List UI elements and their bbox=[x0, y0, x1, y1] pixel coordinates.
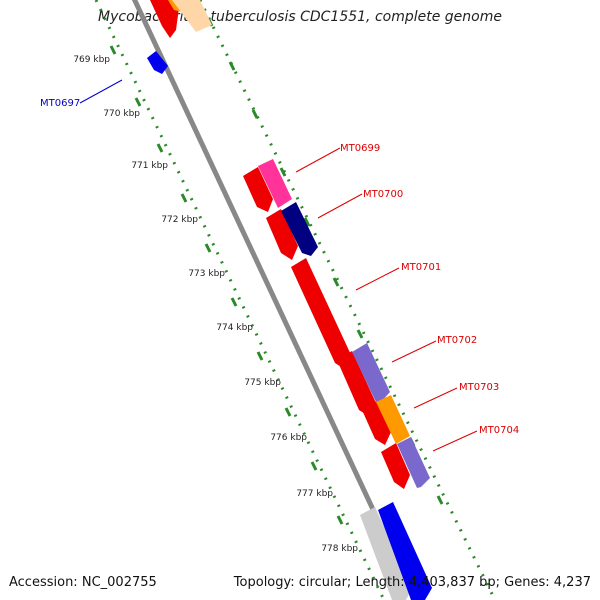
gene-arrow-3 bbox=[337, 351, 376, 417]
genome-stats: Topology: circular; Length: 4,403,837 bp… bbox=[233, 575, 591, 590]
scale-labels: 769 kbp 770 kbp 771 kbp 772 kbp 773 kbp … bbox=[73, 55, 358, 554]
gene-arrow-blue-bottom bbox=[378, 502, 432, 600]
scale-label: 772 kbp bbox=[161, 215, 198, 225]
scale-label: 776 kbp bbox=[270, 433, 307, 443]
gene-arrow-mt0703 bbox=[376, 395, 410, 444]
scale-label: 777 kbp bbox=[296, 489, 333, 499]
accession-info: Accession: NC_002755 bbox=[9, 575, 157, 590]
gene-arrow-5 bbox=[381, 443, 410, 489]
topology-value: circular bbox=[298, 575, 347, 590]
gene-label-mt0701[interactable]: MT0701 bbox=[401, 262, 441, 273]
gene-arrow-top-peach bbox=[172, 0, 212, 32]
genes-value: 4,237 bbox=[553, 575, 591, 590]
accession-label: Accession: bbox=[9, 575, 78, 590]
genes-label: Genes: bbox=[504, 575, 550, 590]
gene-label-mt0704[interactable]: MT0704 bbox=[479, 425, 519, 436]
outer-guide-dots bbox=[198, 0, 497, 600]
scale-label: 775 kbp bbox=[244, 378, 281, 388]
genome-backbone bbox=[131, 0, 419, 600]
inner-ticks bbox=[109, 45, 344, 525]
scale-label: 770 kbp bbox=[103, 109, 140, 119]
gene-label-mt0703[interactable]: MT0703 bbox=[459, 382, 499, 393]
gene-labels: MT0697 MT0699 MT0700 MT0701 MT0702 MT070… bbox=[40, 98, 519, 436]
gene-arrow-4 bbox=[362, 401, 391, 445]
scale-label: 773 kbp bbox=[188, 269, 225, 279]
topology-label: Topology: bbox=[233, 575, 295, 590]
scale-label: 769 kbp bbox=[73, 55, 110, 65]
gene-arrow-mt0700 bbox=[281, 202, 318, 256]
length-value: 4,403,837 bp bbox=[408, 575, 496, 590]
gene-arrow-1 bbox=[243, 167, 273, 212]
inner-guide-dots bbox=[94, 0, 386, 600]
scale-label: 774 kbp bbox=[216, 323, 253, 333]
gene-arrow-mt0701 bbox=[291, 258, 352, 370]
gene-arrow-mt0699 bbox=[258, 159, 292, 208]
label-leaders bbox=[79, 79, 478, 452]
gene-arrow-top-red bbox=[150, 0, 180, 38]
gene-label-mt0699[interactable]: MT0699 bbox=[340, 143, 380, 154]
gene-arrow-mt0702 bbox=[352, 343, 390, 402]
gene-label-mt0700[interactable]: MT0700 bbox=[363, 189, 403, 200]
gene-label-mt0702[interactable]: MT0702 bbox=[437, 335, 477, 346]
gene-arrow-mt0704 bbox=[397, 437, 430, 488]
scale-label: 778 kbp bbox=[321, 544, 358, 554]
length-label: Length: bbox=[355, 575, 405, 590]
gene-label-mt0697[interactable]: MT0697 bbox=[40, 98, 80, 109]
scale-label: 771 kbp bbox=[131, 161, 168, 171]
accession-value: NC_002755 bbox=[81, 575, 157, 590]
gene-arrow-2 bbox=[266, 209, 298, 260]
gene-arrow-gray bbox=[360, 507, 412, 600]
gene-arrow-mt0697 bbox=[147, 51, 168, 74]
